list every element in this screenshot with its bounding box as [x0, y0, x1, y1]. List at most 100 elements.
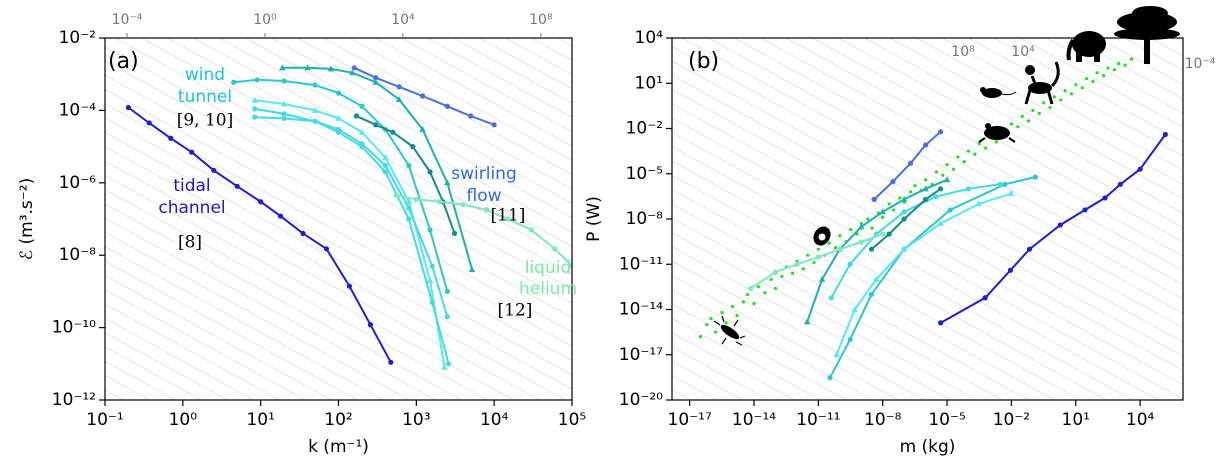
scatter-point: [1042, 101, 1046, 105]
iso-line: [105, 88, 572, 347]
iso-line: [703, 18, 1221, 403]
scatter-point: [870, 226, 874, 230]
frog-icon: [978, 123, 1016, 143]
scatter-point: [941, 173, 945, 177]
iso-line: [374, 38, 572, 147]
annotation: tidal: [173, 176, 210, 196]
scatter-point: [1117, 62, 1121, 66]
y-tick-label: 10⁻¹²: [52, 390, 96, 410]
iso-line: [1166, 18, 1221, 403]
marker: [367, 322, 374, 328]
iso-line: [672, 160, 1108, 400]
iso-line: [1071, 38, 1183, 100]
scatter-point: [945, 163, 949, 167]
annotation: (b): [688, 49, 719, 74]
scatter-point: [1037, 111, 1041, 116]
plot-area: [698, 57, 1168, 381]
marker: [335, 126, 342, 132]
annotation: wind: [185, 65, 225, 85]
iso-line: [105, 117, 572, 376]
marker: [1002, 181, 1008, 187]
marker: [390, 129, 396, 135]
scatter-point: [934, 170, 939, 174]
marker: [975, 200, 982, 207]
marker: [335, 90, 342, 96]
iso-line: [707, 38, 1183, 300]
marker: [281, 78, 287, 84]
marker: [393, 192, 399, 198]
scatter-point: [769, 277, 773, 281]
y-tick-label: 10⁻²⁰: [619, 390, 663, 410]
marker: [189, 149, 195, 155]
marker: [943, 176, 951, 183]
marker: [373, 75, 379, 81]
iso-line: [573, 18, 1221, 403]
marker: [252, 114, 258, 120]
x-tick-label: 10⁻¹¹: [796, 410, 840, 430]
scatter-point: [752, 301, 756, 306]
iso-line: [296, 38, 572, 190]
x-tick-label: 10⁻¹: [86, 410, 123, 430]
marker: [234, 183, 240, 189]
scatter-point: [1091, 79, 1095, 84]
scatter-point: [1048, 105, 1052, 110]
iso-line: [348, 38, 572, 162]
scatter-point: [1026, 119, 1031, 123]
scatter-point: [1106, 66, 1110, 70]
iso-line: [963, 18, 1221, 403]
annotation: 10⁻⁴: [1185, 56, 1216, 72]
marker: [395, 96, 403, 103]
iso-line: [672, 74, 1183, 357]
marker: [211, 167, 217, 174]
marker: [1082, 207, 1088, 213]
iso-line: [105, 60, 572, 319]
marker: [349, 69, 356, 76]
marker: [323, 246, 330, 252]
marker: [1032, 174, 1038, 180]
scatter-point: [994, 140, 999, 144]
marker: [868, 291, 875, 298]
iso-line: [672, 131, 1160, 400]
scatter-point: [801, 267, 805, 271]
marker: [444, 179, 451, 186]
marker: [879, 208, 886, 215]
marker: [254, 77, 260, 83]
x-tick-label: 10²: [324, 410, 352, 430]
iso-line: [105, 260, 359, 400]
marker: [937, 220, 944, 227]
iso-line: [1045, 38, 1183, 114]
marker: [373, 122, 379, 128]
iso-line: [1019, 38, 1183, 129]
tree-icon: [1114, 6, 1180, 64]
marker: [327, 65, 335, 72]
marker: [886, 231, 892, 237]
marker: [552, 246, 558, 252]
iso-line: [1041, 18, 1221, 403]
marker: [405, 198, 412, 205]
marker: [426, 277, 434, 284]
series-line: [835, 192, 1012, 356]
y-tick-label: 10⁻²: [626, 119, 663, 139]
marker: [923, 142, 929, 148]
iso-line: [105, 103, 572, 362]
marker: [528, 227, 534, 233]
iso-line: [837, 38, 1183, 229]
marker: [847, 337, 853, 343]
marker: [444, 288, 450, 294]
scatter-point: [1069, 92, 1074, 96]
marker: [351, 65, 357, 71]
scatter-point: [898, 196, 902, 200]
scatter-point: [977, 141, 981, 146]
marker: [406, 205, 412, 211]
marker: [484, 207, 490, 213]
marker: [281, 111, 287, 117]
marker: [828, 295, 834, 301]
marker: [1137, 166, 1143, 172]
marker: [312, 118, 318, 124]
x-axis-label: m (kg): [900, 437, 956, 457]
marker: [947, 207, 953, 213]
marker: [1162, 131, 1168, 138]
marker: [1102, 195, 1108, 201]
y-axis-label: ℰ (m³.s⁻²): [17, 178, 37, 260]
y-tick-label: 10⁻¹⁰: [52, 318, 96, 338]
